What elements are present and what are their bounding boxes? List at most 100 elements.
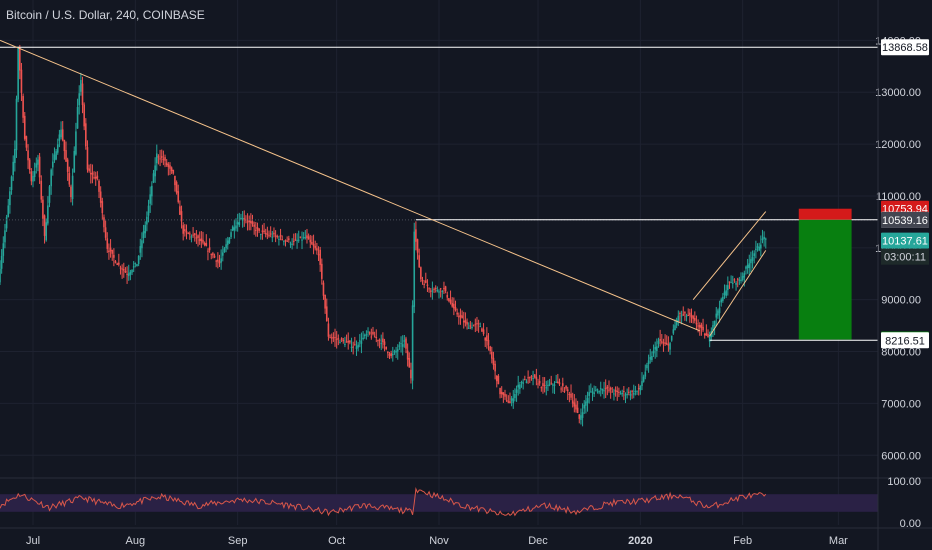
bar-countdown: 03:00:11	[884, 252, 926, 264]
candle-body	[38, 156, 41, 178]
candle-body	[68, 173, 71, 185]
candle-body	[575, 404, 577, 410]
candle-body	[141, 240, 143, 249]
candle-body	[223, 248, 226, 253]
trendline[interactable]	[0, 39, 700, 332]
candle-body	[462, 320, 465, 323]
candle-body	[52, 161, 54, 168]
candle-body	[408, 358, 411, 368]
candle-body	[284, 240, 287, 242]
candle-body	[568, 394, 571, 396]
candle-body	[23, 115, 26, 139]
y-tick-label: 13000.00	[875, 87, 921, 99]
candle-body	[261, 230, 264, 232]
candle-body	[405, 338, 407, 349]
stop-loss-zone[interactable]	[798, 208, 852, 220]
trendline[interactable]	[692, 211, 767, 300]
candle-body	[332, 337, 335, 339]
candle-body	[717, 310, 719, 316]
candle-body	[623, 391, 625, 393]
candle-body	[175, 182, 178, 193]
candle-body	[190, 236, 193, 238]
candle-body	[116, 263, 118, 265]
candle-body	[2, 243, 5, 256]
candle-body	[136, 264, 138, 267]
candle-body	[334, 337, 336, 339]
candle-body	[233, 227, 236, 231]
candle-body	[527, 377, 529, 379]
candle-body	[299, 236, 302, 238]
candle-body	[172, 169, 175, 174]
x-tick-label: Dec	[528, 535, 548, 547]
candle-body	[532, 378, 534, 380]
candle-body	[357, 344, 359, 348]
candle-body	[75, 131, 77, 155]
candle-body	[659, 339, 661, 341]
candle-body	[453, 303, 455, 309]
candle-body	[598, 390, 600, 393]
candle-body	[73, 151, 76, 173]
candle-body	[590, 391, 592, 393]
candle-body	[368, 332, 371, 334]
candle-body	[746, 264, 749, 269]
candle-body	[358, 340, 361, 342]
candle-body	[484, 337, 487, 341]
x-tick-label: Feb	[733, 535, 752, 547]
candle-body	[339, 342, 341, 344]
candle-body	[283, 240, 285, 242]
x-tick-label: Aug	[126, 535, 146, 547]
candle-body	[637, 388, 640, 390]
candle-body	[632, 393, 635, 395]
y-tick-label: 11000.00	[876, 191, 921, 203]
candle-body	[616, 390, 619, 392]
candle-body	[372, 331, 374, 335]
price-label-bg	[881, 39, 929, 56]
rsi-tick-label: 100.00	[887, 476, 921, 488]
candle-body	[535, 376, 538, 380]
candle-body	[301, 239, 303, 241]
candle-body	[126, 273, 128, 275]
candle-body	[464, 320, 467, 323]
candle-body	[76, 107, 79, 129]
candle-body	[594, 390, 597, 392]
candle-body	[149, 194, 151, 204]
candle-body	[748, 263, 751, 268]
take-profit-zone[interactable]	[798, 219, 852, 340]
candle-body	[212, 253, 214, 256]
candle-body	[654, 346, 656, 350]
candle-body	[198, 239, 201, 241]
candle-body	[350, 346, 353, 348]
candle-body	[618, 391, 620, 393]
candle-body	[438, 291, 440, 293]
candle-body	[504, 393, 506, 397]
candle-body	[264, 233, 267, 235]
trendline[interactable]	[709, 250, 767, 337]
candle-body	[316, 248, 318, 251]
candle-body	[286, 240, 288, 242]
x-tick-label: Mar	[829, 535, 848, 547]
candle-body	[441, 290, 444, 293]
candle-body	[317, 254, 320, 256]
candle-body	[682, 314, 685, 316]
candle-body	[360, 341, 363, 344]
candle-body	[552, 384, 554, 386]
candle-body	[325, 306, 328, 322]
candle-body	[302, 237, 305, 239]
candle-body	[53, 154, 56, 161]
candle-body	[533, 374, 536, 378]
candle-body	[14, 148, 16, 164]
candle-body	[113, 254, 115, 258]
candle-body	[352, 346, 354, 348]
candle-body	[679, 313, 681, 315]
candle-body	[215, 260, 217, 262]
candle-body	[324, 294, 326, 309]
candle-body	[735, 282, 737, 285]
candle-body	[474, 323, 477, 325]
candle-body	[142, 231, 145, 239]
candle-body	[641, 381, 643, 387]
candle-body	[203, 242, 206, 246]
candle-body	[395, 350, 397, 353]
candle-body	[311, 241, 313, 245]
candle-body	[147, 205, 150, 216]
